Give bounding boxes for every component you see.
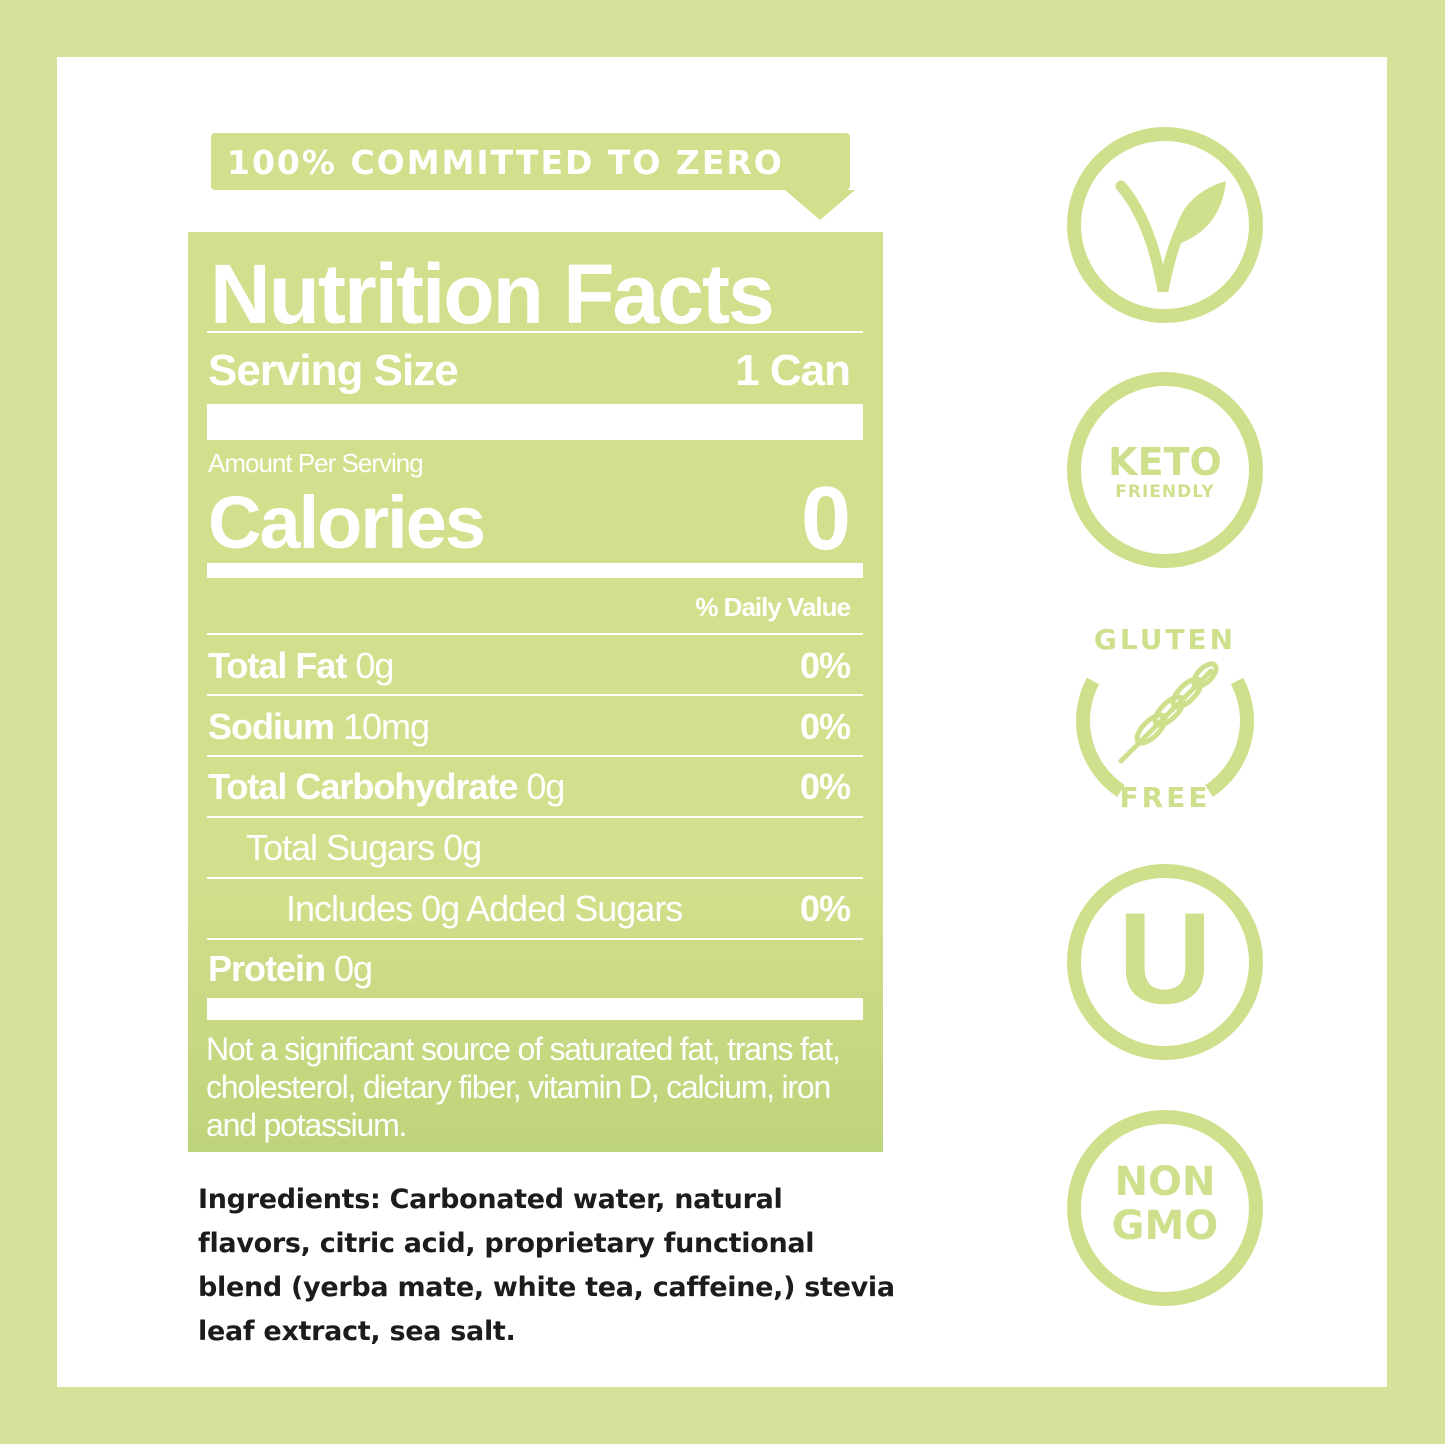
nutrient-amount: 0g — [526, 766, 565, 807]
dv-value: 0% — [799, 888, 851, 929]
divider — [207, 816, 863, 818]
committed-banner: 100% COMMITTED TO ZERO — [211, 133, 850, 190]
nutrition-label: Nutrition Facts Serving Size 1 Can Amoun… — [188, 232, 883, 1152]
kosher-u-icon: U — [1118, 885, 1212, 1031]
keto-text: KETO — [1108, 440, 1222, 484]
row-sodium: Sodium 10mg — [208, 706, 430, 748]
gluten-text: GLUTEN — [1093, 623, 1237, 656]
divider — [207, 633, 863, 635]
divider — [207, 694, 863, 696]
free-text: FREE — [1119, 781, 1211, 814]
dv-value: 0% — [799, 766, 851, 807]
row-added-sugars: Includes 0g Added Sugars — [286, 888, 683, 929]
nutrient-name: Total Carbohydrate — [208, 766, 518, 807]
nutrient-name: Protein — [208, 948, 326, 989]
calories-value: 0 — [800, 469, 851, 569]
amount-per-serving: Amount Per Serving — [208, 448, 424, 478]
dv-value: 0% — [799, 645, 851, 686]
serving-value: 1 Can — [735, 346, 851, 395]
nutrient-amount: 0g — [355, 645, 394, 686]
gluten-free-badge: GLUTEN FREE — [1067, 617, 1263, 814]
row-protein: Protein 0g — [208, 948, 373, 990]
thick-bar — [207, 563, 863, 578]
serving-label: Serving Size — [208, 346, 459, 395]
nutrient-amount: 10mg — [343, 706, 430, 747]
label-title: Nutrition Facts — [210, 247, 775, 341]
divider — [207, 755, 863, 757]
divider — [207, 877, 863, 879]
arrow-down-icon — [785, 190, 855, 220]
footnote: Not a significant source of saturated fa… — [206, 1031, 841, 1143]
vegan-leaf-icon — [1115, 180, 1226, 293]
thick-bar — [207, 998, 863, 1020]
kosher-badge: U — [1067, 864, 1263, 1060]
row-total-fat: Total Fat 0g — [208, 645, 394, 687]
wheat-icon — [1076, 661, 1254, 797]
non-gmo-badge: NON GMO — [1067, 1110, 1263, 1306]
nutrient-name: Total Fat — [208, 645, 347, 686]
nutrient-amount: 0g — [334, 948, 373, 989]
non-text: NON — [1114, 1159, 1216, 1205]
friendly-text: FRIENDLY — [1115, 482, 1215, 502]
row-carbohydrate: Total Carbohydrate 0g — [208, 766, 565, 808]
row-total-sugars: Total Sugars 0g — [246, 827, 482, 868]
nutrient-name: Sodium — [208, 706, 335, 747]
divider — [207, 938, 863, 940]
dv-header: % Daily Value — [695, 592, 851, 622]
ingredients-text: Ingredients: Carbonated water, natural f… — [198, 1184, 895, 1347]
divider — [207, 331, 863, 333]
gmo-text: GMO — [1111, 1203, 1219, 1249]
keto-badge: KETO FRIENDLY — [1067, 372, 1263, 568]
calories-label: Calories — [208, 481, 486, 564]
thick-bar — [207, 404, 863, 440]
vegan-badge — [1067, 127, 1263, 323]
dv-value: 0% — [799, 706, 851, 747]
